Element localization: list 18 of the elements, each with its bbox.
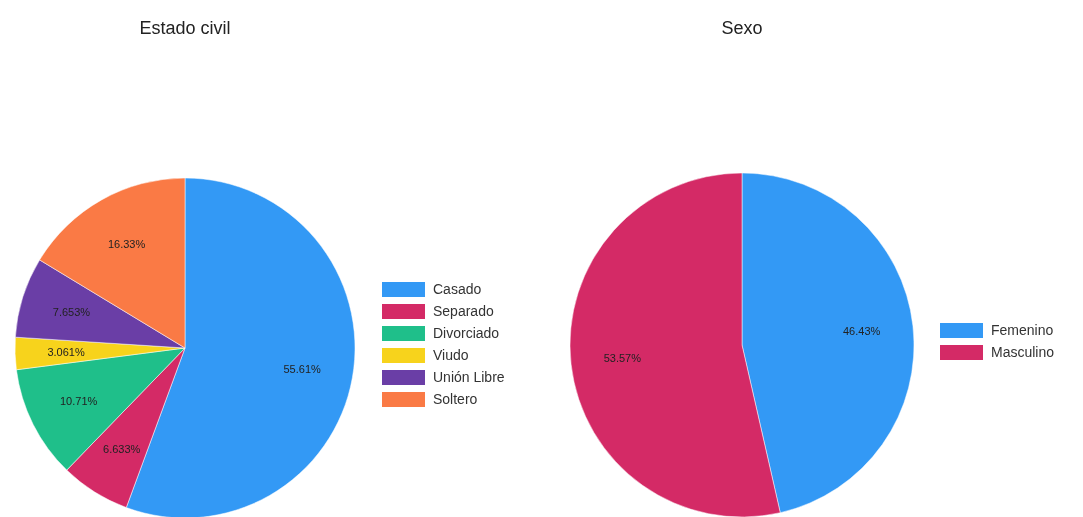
data-label: 6.633% <box>103 442 141 455</box>
data-label: 55.61% <box>283 362 322 375</box>
data-label: 16.33% <box>107 238 146 251</box>
data-label: 7.653% <box>52 306 91 319</box>
data-label: 46.43% <box>842 325 881 338</box>
chart-title: Estado civil <box>139 18 231 38</box>
legend-label: Casado <box>433 281 482 297</box>
legend-label: Viudo <box>433 347 469 363</box>
chart-title: Sexo <box>721 18 763 38</box>
legend-label: Soltero <box>433 391 478 407</box>
legend-label: Masculino <box>991 344 1055 360</box>
data-label: 3.061% <box>47 345 85 358</box>
data-label: 53.57% <box>603 352 642 365</box>
data-label: 10.71% <box>59 395 98 408</box>
legend-label: Divorciado <box>433 325 500 341</box>
legend-label: Unión Libre <box>433 369 505 385</box>
legend-label: Femenino <box>991 322 1054 338</box>
legend-label: Separado <box>433 303 494 319</box>
